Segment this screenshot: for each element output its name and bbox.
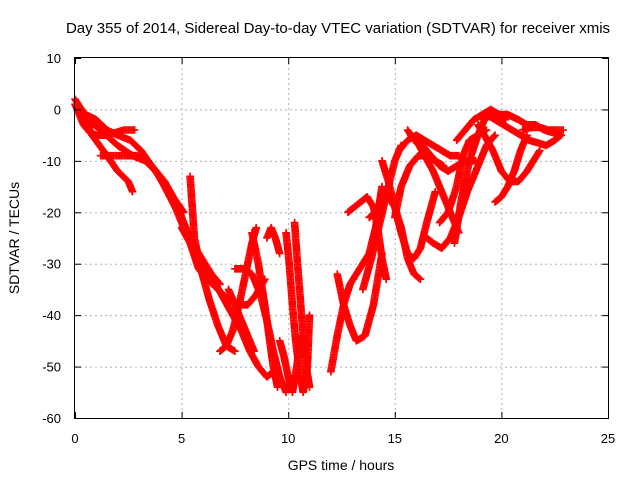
x-tick-label: 20: [494, 431, 508, 446]
data-track: [248, 229, 282, 391]
x-tick-label: 25: [601, 431, 615, 446]
data-point: [305, 311, 314, 319]
y-tick-label: 10: [47, 51, 61, 66]
data-point: [535, 146, 544, 155]
data-point: [415, 274, 424, 283]
data-track: [482, 110, 565, 150]
y-tick-label: -60: [42, 411, 61, 426]
data-point: [431, 187, 440, 196]
data-point: [231, 347, 239, 355]
grid-lines: [75, 58, 608, 418]
data-track: [263, 223, 284, 258]
y-tick-label: -50: [42, 360, 61, 375]
y-tick-label: -20: [42, 205, 61, 220]
x-tick-label: 5: [178, 431, 185, 446]
data-track: [75, 105, 203, 268]
data-track: [282, 229, 314, 397]
data-point: [378, 182, 386, 191]
x-tick-label: 10: [281, 431, 295, 446]
data-point: [490, 132, 498, 141]
plot-frame: [74, 57, 609, 419]
y-tick-label: -30: [42, 257, 61, 272]
y-tick-label: -10: [42, 154, 61, 169]
y-tick-label: -40: [42, 308, 61, 323]
data-point: [130, 126, 139, 134]
y-tick-label: 0: [54, 102, 61, 117]
data-point: [282, 388, 290, 397]
data-point: [559, 126, 568, 134]
x-tick-label: 0: [71, 431, 78, 446]
data-point: [275, 249, 284, 258]
data-point: [305, 383, 314, 391]
x-axis-label: GPS time / hours: [288, 457, 395, 473]
y-axis-label: SDTVAR / TECUs: [6, 182, 22, 294]
x-tick-label: 15: [388, 431, 402, 446]
data-point: [252, 223, 261, 232]
data-point: [273, 383, 282, 391]
chart-title: Day 355 of 2014, Sidereal Day-to-day VTE…: [66, 20, 610, 37]
data-track: [333, 249, 386, 345]
data-track: [491, 131, 531, 206]
data-point: [382, 275, 391, 283]
data-point: [491, 131, 499, 139]
data-points: [71, 95, 568, 397]
data-track: [518, 123, 568, 134]
data-point: [416, 275, 425, 283]
data-point: [128, 187, 137, 196]
data-point: [250, 347, 258, 355]
data-track: [290, 218, 314, 391]
axis-ticks: 0 5 10 15 20 25 10 0 -10 -20 -30 -40 -50 -60: [42, 51, 615, 446]
